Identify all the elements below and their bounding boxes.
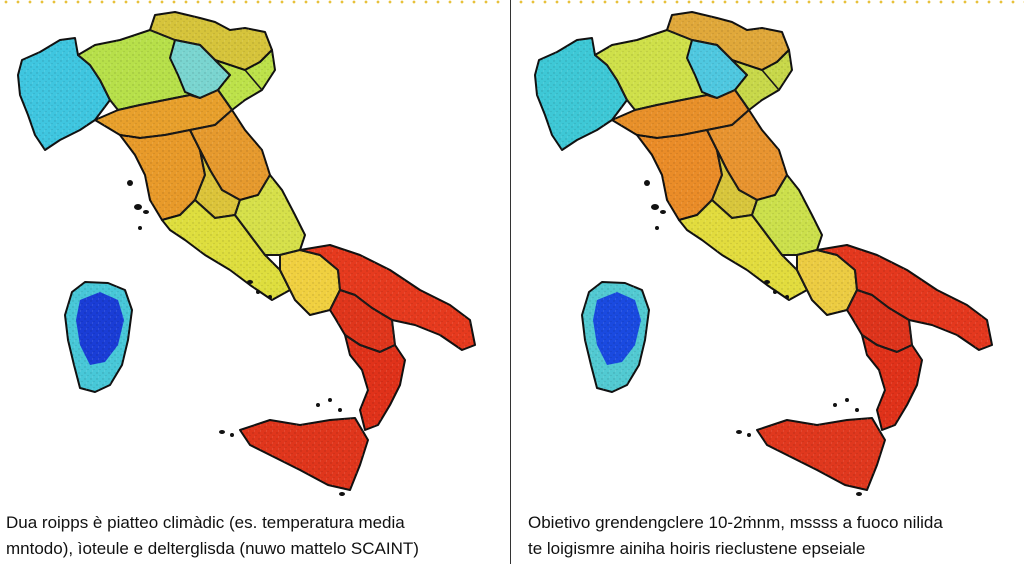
small-island [747,433,751,437]
small-island [773,290,777,294]
small-island [644,180,650,186]
caption-right: Obietivo grendengclere 10-2ṁnm, mssss a … [528,510,943,562]
top-border-dots-left [0,0,505,4]
small-island [316,403,320,407]
region-texture-northeast-inner [170,40,230,98]
caption-left: Dua roipps è piatteo climàdic (es. tempe… [6,510,419,562]
region-texture-puglia [817,245,992,350]
region-border [594,54,636,111]
small-island [655,226,659,230]
region-texture-emilia [95,90,232,138]
top-border-dots-right [515,0,1024,4]
map-panel-right [517,0,1022,500]
small-island [338,408,342,412]
small-island [855,408,859,412]
small-island [328,398,332,402]
region-border [774,174,788,196]
small-island [230,433,234,437]
region-border [696,129,723,216]
region-border [856,289,913,353]
region-texture-basilicata [330,290,395,352]
region-texture-tuscany [637,130,722,220]
region-texture-sardinia-core [593,292,641,365]
region-border [299,249,341,311]
region-texture-abruzzo [235,175,305,255]
region-texture-sardinia-core [76,292,124,365]
italy-map [534,11,993,496]
region-border [796,255,813,301]
region-texture-alps [150,12,272,75]
region-border [234,214,301,256]
region-border [77,54,119,111]
region-texture-calabria [345,335,405,430]
region-texture-sicily [757,418,885,490]
small-island [138,226,142,230]
region-border [194,149,241,219]
small-island [833,403,837,407]
small-island [143,210,149,214]
region-border [761,69,780,91]
region-border [179,129,206,216]
small-island [256,290,260,294]
small-island [134,204,142,210]
small-island [764,280,770,284]
small-island [339,492,345,496]
region-border [816,249,858,311]
caption-right-line2: te loigismre ainiha hoiris rieclustene e… [528,539,866,558]
small-island [856,492,862,496]
region-border [634,89,750,111]
region-texture-tuscany [120,130,205,220]
region-border [279,255,296,301]
caption-left-line2: mntodo), ìoteule e delterglisda (nuwo ma… [6,539,419,558]
region-texture-northwest [18,38,110,150]
region-texture-basilicata [847,290,912,352]
region-border [257,174,271,196]
region-texture-northeast-outer [215,50,275,110]
small-island [736,430,742,434]
small-island [127,180,133,186]
region-texture-marche [707,110,787,200]
panel-divider [510,0,511,564]
region-border [751,214,818,256]
region-texture-sicily [240,418,368,490]
region-texture-northeast-outer [732,50,792,110]
region-border [666,29,748,76]
region-texture-calabria [862,335,922,430]
small-island [785,295,789,299]
region-texture-northwest [535,38,627,150]
region-border [339,289,396,353]
region-border [117,89,233,111]
small-island [651,204,659,210]
italy-map [17,11,476,496]
small-island [247,280,253,284]
region-texture-abruzzo [752,175,822,255]
region-border [711,149,758,219]
region-border [149,29,231,76]
small-island [219,430,225,434]
map-panel-left [0,0,505,500]
region-texture-marche [190,110,270,200]
caption-right-line1: Obietivo grendengclere 10-2ṁnm, mssss a … [528,513,943,532]
region-texture-lazio [162,200,290,300]
region-texture-northeast-inner [687,40,747,98]
small-island [660,210,666,214]
region-texture-alps [667,12,789,75]
region-border [244,69,263,91]
caption-left-line1: Dua roipps è piatteo climàdic (es. tempe… [6,513,405,532]
small-island [845,398,849,402]
region-texture-emilia [612,90,749,138]
small-island [268,295,272,299]
region-texture-puglia [300,245,475,350]
region-texture-lazio [679,200,807,300]
